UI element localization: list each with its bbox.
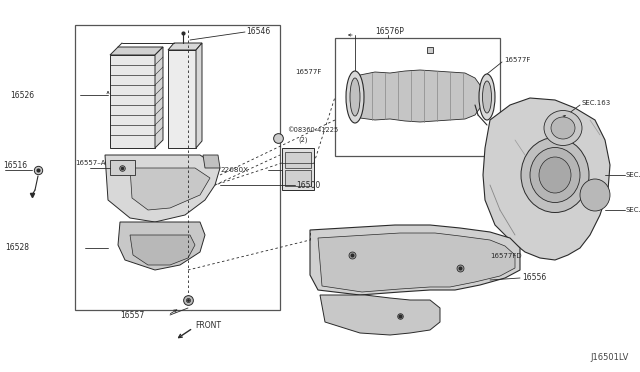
Bar: [282, 148, 314, 190]
Polygon shape: [320, 295, 440, 335]
Polygon shape: [130, 168, 210, 210]
Polygon shape: [310, 225, 520, 295]
Text: 16577F: 16577F: [504, 57, 531, 63]
Polygon shape: [118, 222, 205, 270]
Polygon shape: [360, 70, 485, 122]
Text: (2): (2): [298, 137, 307, 143]
Text: 16528: 16528: [5, 244, 29, 253]
Bar: [75, 25, 280, 310]
Bar: [285, 170, 311, 186]
Text: 16557–A: 16557–A: [75, 160, 106, 166]
Text: SEC.140: SEC.140: [626, 172, 640, 178]
Polygon shape: [130, 235, 195, 265]
Text: 16526: 16526: [10, 90, 34, 99]
Polygon shape: [483, 98, 610, 260]
Ellipse shape: [580, 179, 610, 211]
Ellipse shape: [521, 138, 589, 212]
Text: 16577F: 16577F: [295, 69, 321, 75]
Polygon shape: [168, 50, 196, 148]
Polygon shape: [105, 155, 220, 222]
Text: 16576P: 16576P: [375, 28, 404, 36]
Text: 16577FD: 16577FD: [490, 253, 522, 259]
Text: 16516: 16516: [3, 160, 27, 170]
Text: 16546: 16546: [246, 28, 270, 36]
Ellipse shape: [530, 148, 580, 202]
Text: 16557: 16557: [120, 311, 144, 320]
Ellipse shape: [551, 117, 575, 139]
Text: ©08360-41225: ©08360-41225: [287, 127, 339, 133]
Ellipse shape: [539, 157, 571, 193]
Polygon shape: [110, 55, 155, 148]
Bar: [285, 152, 311, 168]
Polygon shape: [203, 155, 220, 168]
Text: FRONT: FRONT: [195, 321, 221, 330]
Text: J16501LV: J16501LV: [590, 353, 628, 362]
Polygon shape: [155, 47, 163, 148]
Text: 22680X: 22680X: [220, 167, 248, 173]
Polygon shape: [318, 233, 515, 292]
Polygon shape: [196, 43, 202, 148]
Polygon shape: [168, 43, 202, 50]
Ellipse shape: [350, 78, 360, 116]
Ellipse shape: [479, 74, 495, 120]
Bar: [335, 38, 500, 156]
Text: 16500: 16500: [296, 180, 320, 189]
Text: 16556: 16556: [522, 273, 547, 282]
Ellipse shape: [483, 81, 492, 113]
Text: SEC.163: SEC.163: [582, 100, 611, 106]
Text: SEC.163: SEC.163: [626, 207, 640, 213]
Polygon shape: [110, 47, 163, 55]
Ellipse shape: [346, 71, 364, 123]
Polygon shape: [110, 160, 135, 175]
Ellipse shape: [544, 110, 582, 145]
